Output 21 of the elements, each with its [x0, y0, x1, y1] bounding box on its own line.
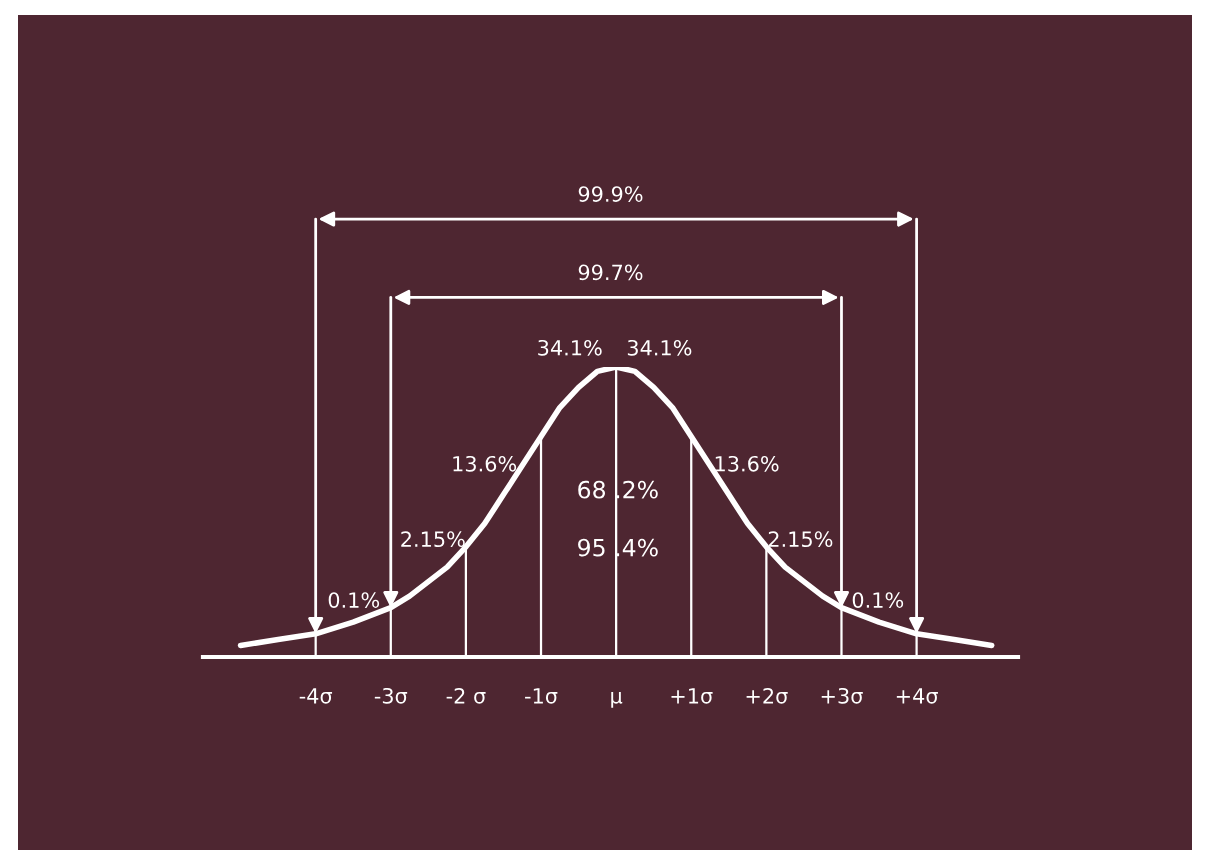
annotation: 2.15% [401, 531, 465, 548]
x-tick-label: -1σ [525, 688, 558, 704]
text: 34.1% [538, 339, 602, 356]
x-tick-label: -3σ [374, 687, 408, 704]
annotation: 95 .4% [578, 538, 658, 557]
annotation: 13.6% [715, 455, 779, 472]
annotation: 68 .2% [578, 480, 658, 499]
text: 34.1% [627, 339, 692, 356]
x-tick-label: +2σ [746, 687, 788, 704]
x-tick-label: -4σ [299, 688, 333, 704]
x-tick-label: +1σ [671, 688, 713, 704]
text: 99.7% [578, 264, 643, 281]
annotation: 13.6% [453, 455, 517, 472]
x-tick-label: -2 σ [446, 687, 486, 704]
annotation: 0.1% [852, 592, 904, 608]
x-tick-label: +3σ [821, 687, 863, 704]
text: 99.9% [578, 186, 643, 202]
x-tick-label: μ [611, 691, 623, 708]
annotation: 0.1% [328, 592, 380, 608]
annotation: 2.15% [768, 531, 833, 548]
x-tick-label: +4σ [896, 688, 938, 704]
